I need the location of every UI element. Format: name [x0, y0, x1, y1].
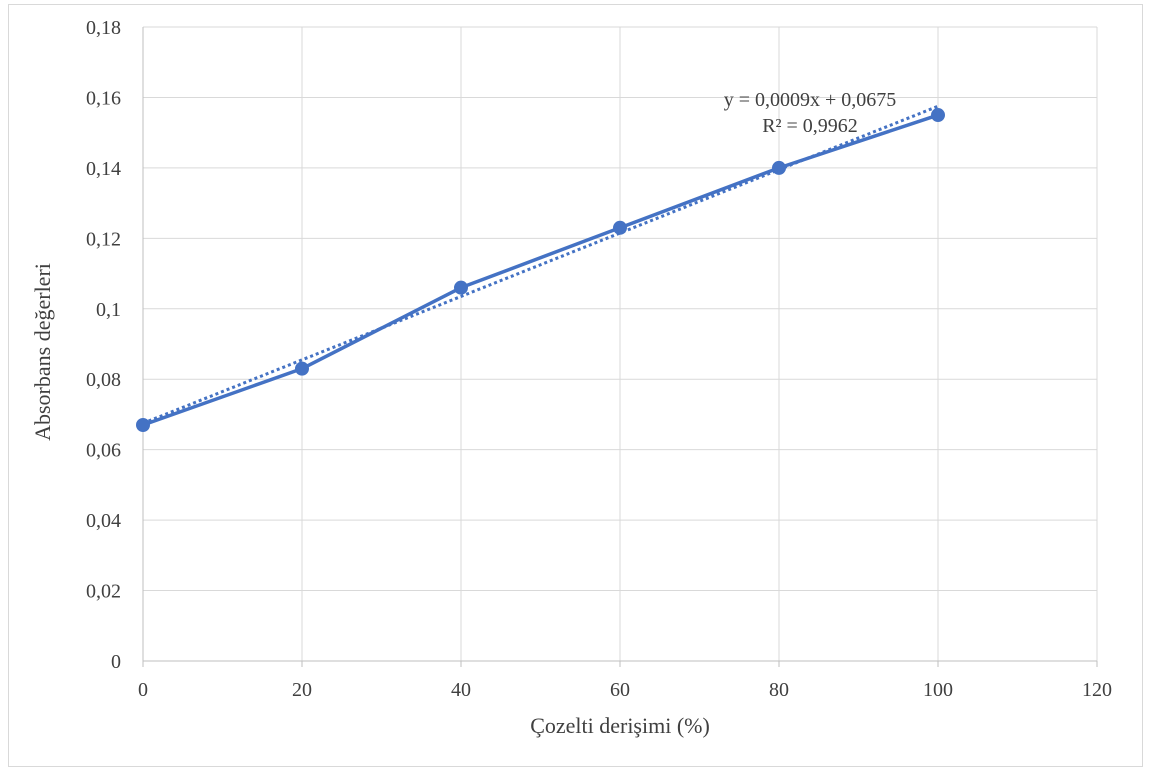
- x-tick-label: 80: [769, 679, 789, 701]
- label-layer: Çozelti derişimi (%) Absorbans değerleri…: [30, 89, 896, 738]
- trendline: [142, 104, 939, 425]
- x-tick-label: 60: [610, 679, 630, 701]
- y-axis-title: Absorbans değerleri: [30, 263, 55, 441]
- y-tick-label: 0,02: [86, 581, 121, 603]
- x-axis-title: Çozelti derişimi (%): [530, 713, 710, 738]
- x-tick-label: 120: [1082, 679, 1112, 701]
- y-tick-label: 0,06: [86, 440, 121, 462]
- data-point: [136, 418, 150, 433]
- trendline-equation-label: y = 0,0009x + 0,0675: [724, 89, 897, 111]
- y-tick-label: 0,14: [86, 158, 121, 180]
- data-point: [295, 361, 309, 376]
- x-tick-label: 40: [451, 679, 471, 701]
- axis-layer: 0 0,02 0,04 0,06 0,08 0,1 0,12 0,14 0,16 0,18 0 20 4…: [86, 17, 1112, 701]
- data-point: [931, 108, 945, 123]
- data-point: [613, 220, 627, 235]
- data-point: [454, 280, 468, 295]
- data-point: [772, 160, 786, 175]
- y-tick-label: 0,1: [96, 299, 121, 321]
- y-tick-label: 0,08: [86, 369, 121, 391]
- x-tick-label: 0: [138, 679, 148, 701]
- y-tick-label: 0,04: [86, 510, 121, 532]
- y-tick-label: 0,18: [86, 17, 121, 39]
- series-line: [142, 113, 939, 427]
- x-tick-label: 100: [923, 679, 953, 701]
- y-tick-label: 0,12: [86, 228, 121, 250]
- series-layer: [136, 108, 945, 433]
- x-tick-label: 20: [292, 679, 312, 701]
- y-tick-label: 0: [111, 651, 121, 673]
- y-tick-label: 0,16: [86, 87, 121, 109]
- chart-svg: 0 0,02 0,04 0,06 0,08 0,1 0,12 0,14 0,16 0,18 0 20 4…: [30, 17, 1112, 738]
- trendline-layer: [142, 104, 939, 425]
- chart-frame: 0 0,02 0,04 0,06 0,08 0,1 0,12 0,14 0,16 0,18 0 20 4…: [8, 4, 1143, 767]
- grid-layer: [143, 26, 1098, 661]
- trendline-r2-label: R² = 0,9962: [762, 115, 858, 137]
